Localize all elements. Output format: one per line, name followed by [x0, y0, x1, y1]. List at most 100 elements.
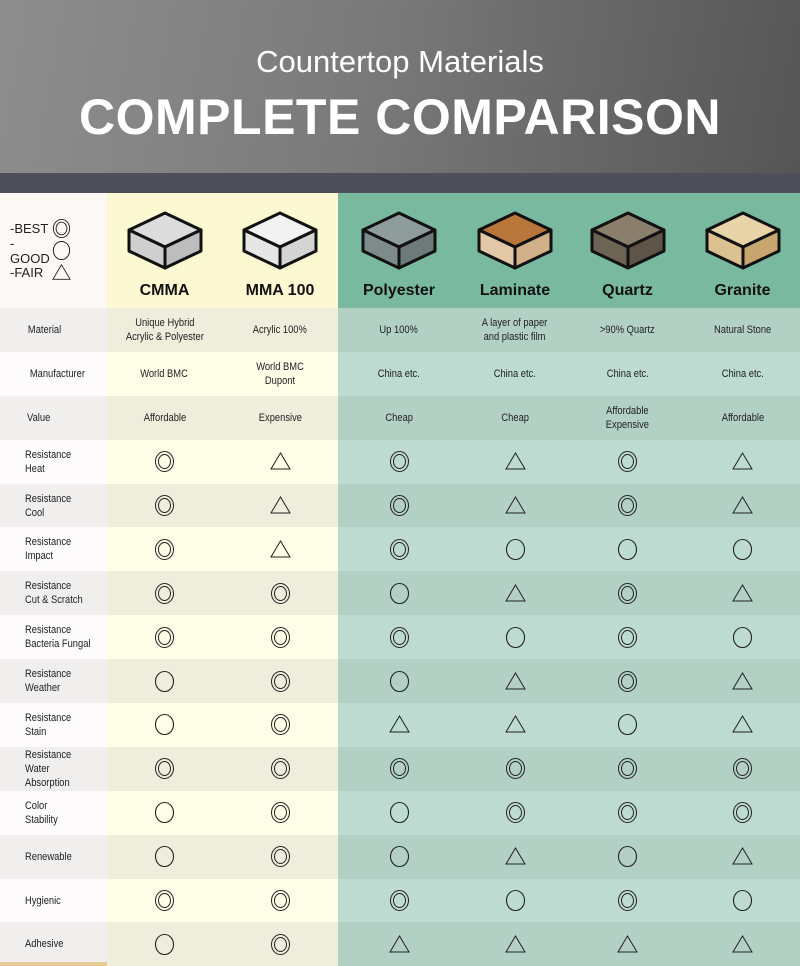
fair-triangle-icon — [504, 452, 526, 470]
good-circle-icon — [732, 889, 753, 912]
fair-triangle-icon — [504, 934, 526, 953]
cell-text: Acrylic 100% — [252, 323, 308, 336]
rating-cell — [685, 703, 800, 747]
legend-label: -GOOD — [10, 235, 50, 266]
rating-cell — [107, 746, 222, 791]
rating-cell — [338, 703, 460, 747]
fair-triangle-icon — [504, 496, 526, 514]
best-double-circle-icon — [155, 451, 174, 473]
rating-cell — [460, 703, 570, 747]
rating-cell — [222, 834, 338, 879]
best-double-circle-icon — [270, 933, 290, 955]
best-double-circle-icon — [618, 890, 637, 912]
row-label-text: Resistance Bacteria Fungal — [25, 624, 91, 651]
best-double-circle-icon — [270, 846, 290, 868]
bottom-accent — [0, 962, 107, 966]
good-circle-icon — [154, 802, 175, 824]
rating-cell — [570, 571, 685, 616]
divider-band — [0, 173, 800, 193]
row-label-text: Material — [27, 323, 62, 336]
good-circle-icon — [154, 670, 175, 692]
fair-triangle-icon — [732, 847, 753, 865]
row-label: Value — [0, 395, 107, 440]
subtitle: Countertop Materials — [256, 44, 544, 79]
fair-triangle-icon — [732, 671, 753, 690]
good-circle-icon — [617, 714, 638, 736]
column-name: MMA 100 — [245, 282, 315, 299]
cell-text: China etc. — [606, 367, 649, 380]
rating-cell — [338, 483, 460, 528]
row-label-text: Renewable — [25, 850, 72, 863]
cell-text: China etc. — [493, 367, 537, 380]
row-label-text: Resistance Heat — [25, 448, 72, 475]
rating-cell — [338, 439, 460, 484]
cell-text: Up 100% — [379, 323, 419, 336]
column-header: CMMA — [107, 193, 222, 308]
fair-triangle-icon — [52, 263, 71, 280]
best-double-circle-icon — [270, 582, 290, 604]
fair-triangle-icon — [269, 539, 291, 558]
rating-cell — [222, 527, 338, 572]
best-double-circle-icon — [618, 495, 637, 516]
row-label-text: Resistance Weather — [25, 668, 72, 695]
fair-triangle-icon — [388, 934, 410, 953]
row-label: Resistance Impact — [0, 527, 107, 572]
rating-cell — [685, 878, 800, 923]
column-header: Polyester — [338, 193, 460, 308]
cell-text: Expensive — [258, 411, 302, 424]
table-cell: China etc. — [460, 351, 570, 396]
column-header: Quartz — [570, 193, 685, 308]
rating-cell — [570, 878, 685, 923]
cell-text: A layer of paper and plastic film — [482, 316, 548, 343]
rating-cell — [222, 659, 338, 704]
rating-cell — [107, 703, 222, 747]
best-double-circle-icon — [155, 626, 174, 648]
table-cell: Natural Stone — [685, 308, 800, 352]
column-name: CMMA — [139, 282, 190, 299]
rating-cell — [570, 746, 685, 791]
fair-triangle-icon — [732, 583, 753, 602]
material-swatch-icon — [361, 211, 437, 270]
row-label: Resistance Heat — [0, 439, 107, 484]
fair-triangle-icon — [732, 715, 753, 733]
best-double-circle-icon — [618, 802, 637, 824]
row-label: Resistance Cool — [0, 483, 107, 528]
good-circle-icon — [732, 538, 753, 560]
table-cell: Up 100% — [338, 308, 460, 352]
best-double-circle-icon — [733, 802, 752, 824]
row-label-text: Color Stability — [25, 799, 58, 826]
rating-cell — [460, 571, 570, 616]
best-double-circle-icon — [618, 626, 637, 648]
best-double-circle-icon — [389, 890, 409, 912]
row-label: Manufacturer — [0, 351, 107, 396]
rating-cell — [338, 834, 460, 879]
rating-cell — [460, 834, 570, 879]
column-name: Quartz — [602, 282, 653, 299]
table-cell: >90% Quartz — [570, 308, 685, 352]
rating-cell — [107, 439, 222, 484]
good-circle-icon — [389, 846, 409, 868]
row-label-text: Resistance Cut & Scratch — [25, 580, 83, 607]
fair-triangle-icon — [504, 583, 526, 602]
row-label: Resistance Weather — [0, 659, 107, 704]
good-circle-icon — [732, 626, 753, 648]
good-circle-icon — [389, 802, 409, 824]
best-double-circle-icon — [389, 758, 409, 780]
best-double-circle-icon — [389, 495, 409, 516]
row-label-text: Manufacturer — [29, 367, 85, 380]
page-header: Countertop Materials COMPLETE COMPARISON — [0, 0, 800, 173]
rating-cell — [685, 483, 800, 528]
legend-label: -BEST — [10, 221, 49, 236]
fair-triangle-icon — [504, 671, 526, 690]
cell-text: World BMC Dupont — [256, 360, 304, 387]
cell-text: Cheap — [385, 411, 413, 424]
rating-cell — [107, 571, 222, 616]
rating-cell — [570, 659, 685, 704]
best-double-circle-icon — [155, 495, 174, 516]
rating-cell — [107, 878, 222, 923]
rating-cell — [460, 483, 570, 528]
rating-cell — [222, 922, 338, 966]
row-label: Resistance Stain — [0, 703, 107, 747]
table-cell: Cheap — [338, 395, 460, 440]
best-double-circle-icon — [270, 626, 290, 648]
